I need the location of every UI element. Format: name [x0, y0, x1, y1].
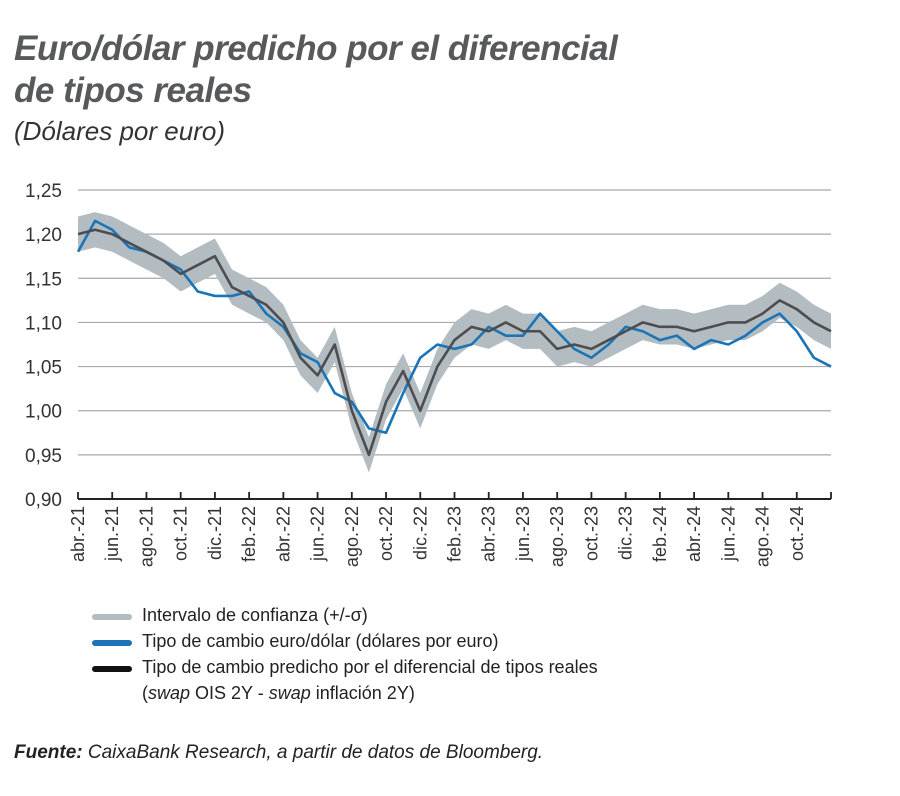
source-text: CaixaBank Research, a partir de datos de…: [82, 742, 544, 763]
x-tick-label: jun.-22: [308, 506, 328, 562]
x-tick-label: feb.-22: [239, 506, 259, 562]
x-tick-label: oct.-24: [787, 506, 807, 561]
x-tick-label: abr.-24: [684, 506, 704, 562]
x-tick-label: ago.-23: [547, 506, 567, 567]
legend-item-band: Intervalo de confianza (+/-σ): [92, 605, 598, 631]
x-tick-label: jun.-21: [102, 506, 122, 562]
legend-label: Intervalo de confianza (+/-σ): [142, 605, 368, 625]
chart-subtitle: (Dólares por euro): [14, 116, 225, 146]
title-line-1: Euro/dólar predicho por el diferencial: [14, 29, 618, 68]
legend-text: inflación 2Y): [310, 683, 415, 703]
x-tick-label: jun.-23: [513, 506, 533, 562]
legend-label-continuation: (swap OIS 2Y - swap inflación 2Y): [142, 683, 415, 703]
source-note: Fuente: CaixaBank Research, a partir de …: [14, 742, 543, 764]
x-tick-label: oct.-21: [171, 506, 191, 561]
source-label: Fuente:: [14, 742, 83, 763]
y-tick-label: 1,20: [25, 225, 62, 246]
legend-swatch-predicted: [92, 666, 132, 672]
legend-item-predicted: Tipo de cambio predicho por el diferenci…: [92, 657, 598, 683]
x-tick-label: jun.-24: [718, 506, 738, 562]
x-tick-label: oct.-22: [376, 506, 396, 561]
legend-text: OIS 2Y -: [190, 683, 269, 703]
x-tick-label: oct.-23: [581, 506, 601, 561]
legend-swatch-band: [92, 614, 132, 620]
chart-title: Euro/dólar predicho por el diferencial d…: [14, 28, 618, 112]
x-tick-label: ago.-22: [342, 506, 362, 567]
x-tick-label: feb.-23: [445, 506, 465, 562]
y-tick-label: 1,25: [25, 181, 62, 202]
y-tick-label: 0,90: [25, 490, 62, 511]
line-chart: 1,25 1,20 1,15 1,10 1,05 1,00 0,95 0,90 abr.-21 j…: [25, 181, 832, 567]
x-tick-label: ago.-24: [753, 506, 773, 567]
x-tick-label: dic.-22: [410, 506, 430, 560]
x-tick-label: ago.-21: [136, 506, 156, 567]
y-tick-label: 1,05: [25, 358, 62, 379]
x-tick-label: feb.-24: [650, 506, 670, 562]
x-tick-label: abr.-22: [273, 506, 293, 562]
y-tick-label: 0,95: [25, 446, 62, 467]
x-tick-label: dic.-23: [616, 506, 636, 560]
x-tick-label: abr.-21: [68, 506, 88, 562]
legend-label: Tipo de cambio predicho por el diferenci…: [142, 657, 598, 677]
legend: Intervalo de confianza (+/-σ) Tipo de ca…: [92, 605, 598, 709]
legend-item-actual: Tipo de cambio euro/dólar (dólares por e…: [92, 631, 598, 657]
y-tick-label: 1,10: [25, 313, 62, 334]
x-tick-label: abr.-23: [479, 506, 499, 562]
legend-label: Tipo de cambio euro/dólar (dólares por e…: [142, 631, 499, 651]
legend-text: swap: [148, 683, 191, 703]
y-tick-label: 1,15: [25, 269, 62, 290]
y-tick-label: 1,00: [25, 402, 62, 423]
x-tick-label: dic.-21: [205, 506, 225, 560]
legend-text: swap: [268, 683, 311, 703]
legend-swatch-actual: [92, 640, 132, 646]
title-line-2: de tipos reales: [14, 71, 252, 110]
